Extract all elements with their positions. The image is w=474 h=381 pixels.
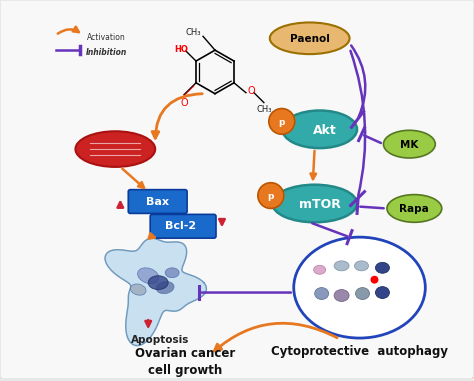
Ellipse shape [375,263,390,273]
Text: MK: MK [400,140,419,150]
Ellipse shape [375,287,390,298]
Text: p: p [268,192,274,201]
Text: CH₃: CH₃ [185,28,201,37]
Text: Ovarian cancer
cell growth: Ovarian cancer cell growth [135,347,235,377]
Polygon shape [105,238,206,346]
Text: Activation: Activation [87,33,126,42]
Text: Rapa: Rapa [400,205,429,215]
Ellipse shape [314,265,326,274]
Ellipse shape [334,290,349,301]
Text: CH₃: CH₃ [256,104,272,114]
Ellipse shape [356,288,370,299]
Ellipse shape [355,261,368,271]
Text: HO: HO [174,45,188,54]
Circle shape [269,109,295,134]
Ellipse shape [383,130,435,158]
Text: Paenol: Paenol [290,34,329,44]
Text: p: p [279,118,285,127]
FancyBboxPatch shape [150,215,216,238]
Text: Bax: Bax [146,197,169,207]
Text: O: O [180,98,188,107]
Text: Akt: Akt [313,124,337,137]
Ellipse shape [156,282,174,294]
Text: Inhibition: Inhibition [85,48,127,57]
Ellipse shape [315,288,328,299]
Text: Apoptosis: Apoptosis [131,335,189,345]
Ellipse shape [130,284,146,295]
Ellipse shape [148,276,168,290]
Ellipse shape [294,237,425,338]
Text: mTOR: mTOR [299,198,341,211]
Text: Bcl-2: Bcl-2 [164,221,196,231]
Circle shape [258,183,284,208]
Ellipse shape [387,195,442,222]
Ellipse shape [334,261,349,271]
Ellipse shape [283,110,357,148]
Ellipse shape [270,22,349,54]
Ellipse shape [272,185,357,222]
Ellipse shape [165,268,179,278]
Circle shape [371,276,378,283]
Text: O: O [248,86,255,96]
Ellipse shape [137,268,159,283]
FancyBboxPatch shape [128,190,187,213]
Ellipse shape [75,131,155,167]
Text: Cytoprotective  autophagy: Cytoprotective autophagy [271,346,448,359]
